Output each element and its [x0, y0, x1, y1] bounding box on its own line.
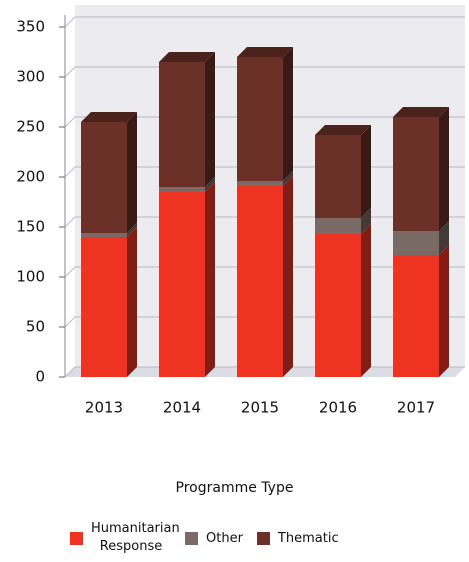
grid-line: [64, 366, 76, 378]
bar: [393, 231, 439, 255]
bar: [81, 237, 127, 377]
y-tick-label: 200: [16, 168, 45, 186]
bar-side: [283, 176, 293, 377]
legend-item: Other: [185, 531, 243, 546]
grid-line: [64, 216, 76, 228]
bar-side: [283, 171, 293, 186]
bar: [315, 218, 361, 234]
x-tick-label: 2017: [397, 399, 435, 417]
legend-swatch: [185, 531, 198, 545]
bar-top: [81, 112, 137, 122]
bar-top: [315, 125, 371, 135]
bar: [393, 117, 439, 231]
bar-side: [127, 223, 137, 237]
bar-side: [361, 125, 371, 218]
bar-top: [159, 52, 215, 62]
legend-item: Humanitarian Response: [70, 520, 180, 556]
bar: [393, 255, 439, 377]
y-tick-label: 150: [16, 218, 45, 236]
y-tick-label: 50: [26, 318, 45, 336]
x-tick-label: 2016: [319, 399, 357, 417]
legend-label: Humanitarian Response: [91, 521, 180, 554]
bar: [315, 135, 361, 218]
bar-side: [283, 47, 293, 181]
grid-line: [64, 166, 76, 178]
y-tick-label: 300: [16, 68, 45, 86]
y-tick-label: 350: [16, 18, 45, 36]
bar-side: [127, 227, 137, 377]
legend-swatch: [70, 531, 83, 545]
bar-side: [205, 182, 215, 377]
y-tick-label: 100: [16, 268, 45, 286]
x-tick-label: 2014: [163, 399, 201, 417]
legend: Humanitarian Response Other Thematic: [70, 520, 339, 556]
bar-side: [205, 52, 215, 187]
legend-item: Thematic: [256, 530, 339, 546]
bar: [81, 122, 127, 233]
bar-top: [237, 47, 293, 57]
x-tick-label: 2015: [241, 399, 279, 417]
bar: [237, 57, 283, 181]
grid-line: [64, 316, 76, 328]
legend-title: Programme Type: [175, 480, 294, 496]
bar-top: [393, 107, 449, 117]
legend-label: Other: [206, 530, 243, 546]
bar: [81, 233, 127, 237]
grid-line: [64, 116, 76, 128]
bar-side: [439, 107, 449, 231]
grid-line: [64, 66, 76, 78]
grid-line: [64, 16, 76, 28]
y-tick-label: 250: [16, 118, 45, 136]
bar-side: [361, 224, 371, 377]
bar: [237, 186, 283, 377]
bar-side: [205, 177, 215, 192]
bar-side: [439, 221, 449, 255]
legend-swatch: [256, 531, 270, 545]
bar-side: [127, 112, 137, 233]
legend-label: Thematic: [277, 530, 339, 546]
bar: [159, 62, 205, 187]
bar: [159, 187, 205, 192]
x-tick-label: 2013: [85, 399, 123, 417]
bar: [315, 234, 361, 377]
grid-line: [64, 266, 76, 278]
bar-side: [439, 245, 449, 377]
bar: [159, 192, 205, 377]
y-tick-label: 0: [35, 368, 45, 386]
bar-side: [361, 208, 371, 234]
bar: [237, 181, 283, 186]
